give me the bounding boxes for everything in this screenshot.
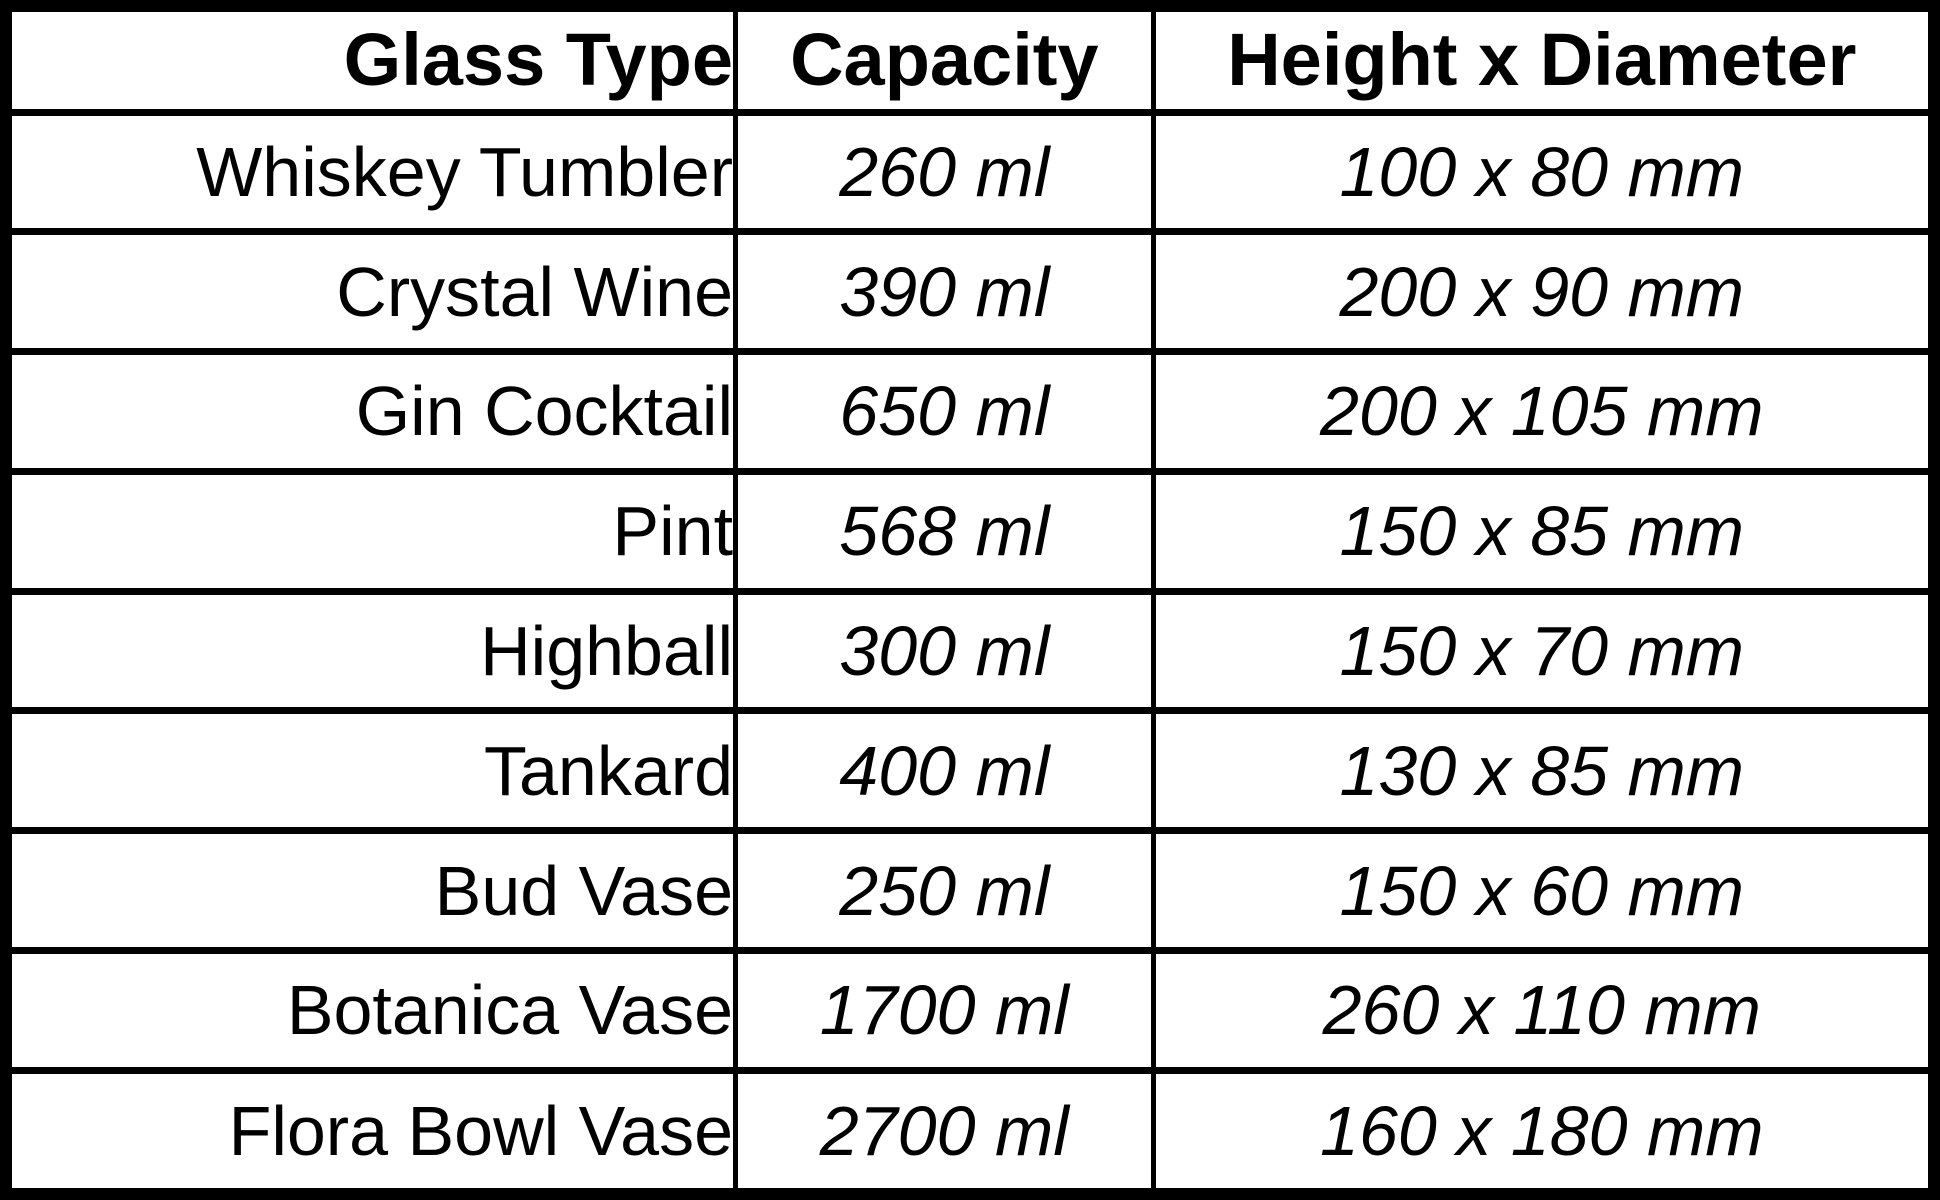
cell-capacity: 1700 ml (733, 946, 1156, 1074)
column-header-glass-type: Glass Type (3, 2, 739, 116)
table-row: Bud Vase 250 ml 150 x 60 mm (3, 827, 1937, 954)
header-row: Glass Type Capacity Height x Diameter (3, 2, 1937, 116)
table-header: Glass Type Capacity Height x Diameter (3, 2, 1937, 116)
cell-capacity: 300 ml (733, 587, 1156, 715)
table-body: Whiskey Tumbler 260 ml 100 x 80 mm Cryst… (3, 108, 1937, 1198)
cell-height-x-diameter: 130 x 85 mm (1150, 707, 1937, 835)
cell-height-x-diameter: 200 x 105 mm (1150, 348, 1937, 475)
cell-height-x-diameter: 160 x 180 mm (1150, 1066, 1937, 1198)
cell-capacity: 390 ml (733, 228, 1156, 356)
table-row: Whiskey Tumbler 260 ml 100 x 80 mm (3, 108, 1937, 236)
table-row: Highball 300 ml 150 x 70 mm (3, 587, 1937, 715)
cell-capacity: 2700 ml (733, 1066, 1156, 1198)
table-row: Crystal Wine 390 ml 200 x 90 mm (3, 228, 1937, 356)
cell-height-x-diameter: 150 x 70 mm (1150, 587, 1937, 715)
cell-glass-type: Highball (3, 587, 739, 715)
column-header-capacity: Capacity (733, 2, 1156, 116)
cell-capacity: 400 ml (733, 707, 1156, 835)
table-row: Pint 568 ml 150 x 85 mm (3, 467, 1937, 595)
cell-glass-type: Gin Cocktail (3, 348, 739, 475)
cell-height-x-diameter: 150 x 85 mm (1150, 467, 1937, 595)
table-row: Flora Bowl Vase 2700 ml 160 x 180 mm (3, 1066, 1937, 1198)
cell-glass-type: Pint (3, 467, 739, 595)
cell-height-x-diameter: 100 x 80 mm (1150, 108, 1937, 236)
cell-glass-type: Botanica Vase (3, 946, 739, 1074)
cell-glass-type: Flora Bowl Vase (3, 1066, 739, 1198)
table-row: Gin Cocktail 650 ml 200 x 105 mm (3, 348, 1937, 475)
table-row: Botanica Vase 1700 ml 260 x 110 mm (3, 946, 1937, 1074)
cell-capacity: 650 ml (733, 348, 1156, 475)
cell-capacity: 260 ml (733, 108, 1156, 236)
table-row: Tankard 400 ml 130 x 85 mm (3, 707, 1937, 835)
cell-capacity: 250 ml (733, 827, 1156, 954)
cell-glass-type: Bud Vase (3, 827, 739, 954)
cell-capacity: 568 ml (733, 467, 1156, 595)
cell-height-x-diameter: 200 x 90 mm (1150, 228, 1937, 356)
cell-glass-type: Crystal Wine (3, 228, 739, 356)
cell-glass-type: Tankard (3, 707, 739, 835)
cell-height-x-diameter: 260 x 110 mm (1150, 946, 1937, 1074)
cell-glass-type: Whiskey Tumbler (3, 108, 739, 236)
column-header-height-x-diameter: Height x Diameter (1150, 2, 1937, 116)
cell-height-x-diameter: 150 x 60 mm (1150, 827, 1937, 954)
